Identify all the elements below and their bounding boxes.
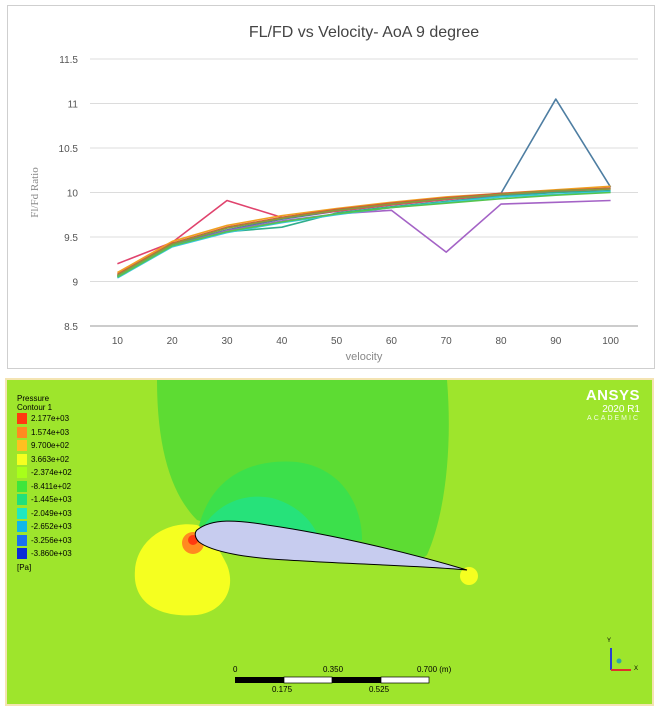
legend-title-line-1: Pressure [17,394,50,403]
scale-bar [235,676,430,684]
scale-label-0700: 0.700 (m) [417,665,452,674]
legend-swatch [17,440,27,451]
series-line-1 [117,98,612,277]
stagnation-region [134,524,231,616]
y-tick-label: 9 [72,278,78,289]
legend-label: -3.860e+03 [31,549,72,558]
legend-swatch [17,521,27,532]
brand-version: 2020 R1 [602,404,640,415]
x-tick-label: 60 [386,336,398,347]
x-tick-label: 40 [276,336,288,347]
ansys-brand: ANSYS 2020 R1 ACADEMIC [586,387,640,422]
scale-label-0350: 0.350 [323,665,344,674]
series-line-4 [117,187,611,276]
x-tick-label: 90 [550,336,562,347]
legend-label: -2.374e+02 [31,468,72,477]
legend-swatch [17,467,27,478]
legend-swatch [17,534,27,546]
scale-label-0525: 0.525 [369,685,390,694]
y-tick-label: 9.5 [64,233,78,244]
series-line-6 [117,188,611,276]
legend-label: 1.574e+03 [31,427,70,437]
cfd-pressure-contour: Pressure Contour 1 2.177e+03 1.574e+03 9.7… [5,378,654,706]
y-tick-label: 10 [67,189,79,200]
series-line-2 [117,188,611,265]
series-line-3 [117,185,611,274]
y-axis-label: Fl/Fd Ratio [29,167,41,218]
legend-label: 2.177e+03 [31,414,70,423]
legend-title-line-2: Contour 1 [17,403,53,412]
legend-label: -3.256e+03 [31,535,72,545]
legend-swatch [17,507,27,519]
legend-label: -1.445e+03 [31,495,72,504]
x-tick-label: 50 [331,336,343,347]
legend-label: 9.700e+02 [31,441,70,450]
legend-swatch [17,480,27,492]
series-line-9 [117,191,611,278]
chart-panel: FL/FD vs Velocity- AoA 9 degree 8.5 9 9.5 10… [7,5,655,369]
y-tick-label: 10.5 [59,144,79,155]
legend-label: 3.663e+02 [31,454,70,464]
legend-label: -2.049e+03 [31,508,72,518]
legend-label: -8.411e+02 [31,481,72,491]
airfoil [194,520,468,571]
pressure-contour-plot [7,380,652,704]
axis-y-label: Y [607,638,612,644]
legend-swatch [17,548,27,559]
chart-title: FL/FD vs Velocity- AoA 9 degree [249,24,479,41]
legend-swatch [17,453,27,465]
x-axis-label: velocity [346,351,383,363]
scale-label-0175: 0.175 [272,685,293,694]
legend-swatch [17,413,27,424]
series-line-8 [117,190,611,279]
legend-swatch [17,494,27,505]
y-tick-label: 11.5 [59,55,78,66]
x-tick-label: 80 [495,336,507,347]
brand-edition: ACADEMIC [587,415,640,422]
scale-label-0: 0 [233,665,238,674]
y-tick-label: 11 [68,100,79,111]
line-chart: FL/FD vs Velocity- AoA 9 degree 8.5 9 9.5 10… [29,24,638,363]
legend-unit: [Pa] [17,563,32,572]
legend-label: -2.652e+03 [31,522,72,531]
trailing-edge-region [460,567,478,585]
legend-title: Pressure Contour 1 [17,394,52,412]
x-tick-label: 10 [112,336,124,347]
x-tick-label: 30 [221,336,233,347]
legend-swatch [17,426,27,438]
x-tick-label: 20 [167,336,179,347]
x-tick-label: 100 [602,336,619,347]
axis-x-label: X [634,666,639,672]
axis-triad [610,648,631,671]
brand-name: ANSYS [585,387,640,404]
x-tick-label: 70 [441,336,453,347]
y-tick-label: 8.5 [64,322,78,333]
